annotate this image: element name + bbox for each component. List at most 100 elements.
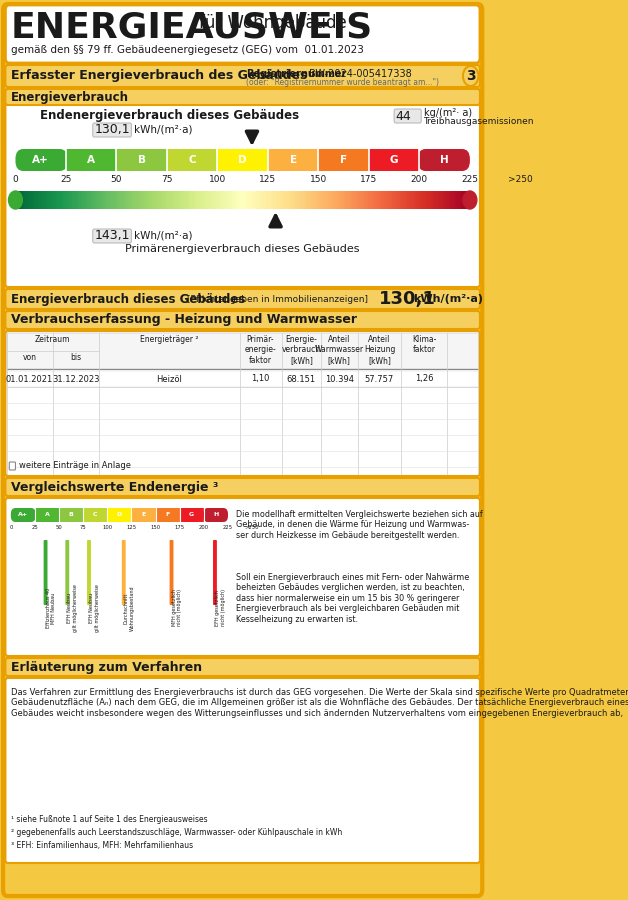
FancyBboxPatch shape: [59, 508, 84, 522]
Text: H: H: [440, 155, 449, 165]
FancyBboxPatch shape: [318, 149, 369, 171]
Text: 143,1: 143,1: [94, 230, 130, 242]
FancyBboxPatch shape: [418, 149, 470, 171]
Text: ² gegebenenfalls auch Leerstandszuschläge, Warmwasser- oder Kühlpauschale in kWh: ² gegebenenfalls auch Leerstandszuschläg…: [11, 828, 342, 837]
Text: Effizienzhaus 40
MFH Neubau: Effizienzhaus 40 MFH Neubau: [46, 588, 57, 628]
Text: 50: 50: [111, 175, 122, 184]
Text: Vergleichswerte Endenergie ³: Vergleichswerte Endenergie ³: [11, 481, 218, 493]
Circle shape: [463, 191, 477, 209]
Text: 50: 50: [56, 525, 62, 530]
Text: 0: 0: [13, 175, 18, 184]
FancyBboxPatch shape: [156, 508, 180, 522]
Text: Anteil
Heizung
[kWh]: Anteil Heizung [kWh]: [364, 335, 395, 365]
Text: 57.757: 57.757: [365, 374, 394, 383]
Text: Erläuterung zum Verfahren: Erläuterung zum Verfahren: [11, 661, 202, 673]
Text: >250: >250: [508, 175, 533, 184]
FancyBboxPatch shape: [65, 540, 69, 605]
Text: Durchschnitt
Wohnungsbestand: Durchschnitt Wohnungsbestand: [124, 585, 134, 631]
FancyBboxPatch shape: [16, 149, 67, 171]
Text: ³ EFH: Einfamilienhaus, MFH: Mehrfamilienhaus: ³ EFH: Einfamilienhaus, MFH: Mehrfamilie…: [11, 841, 193, 850]
FancyBboxPatch shape: [268, 149, 318, 171]
Text: 0: 0: [9, 525, 13, 530]
FancyBboxPatch shape: [9, 462, 16, 470]
Text: 150: 150: [151, 525, 161, 530]
Text: Klima-
faktor: Klima- faktor: [412, 335, 436, 355]
Text: 125: 125: [259, 175, 276, 184]
Text: Soll ein Energieverbrauch eines mit Fern- oder Nahwärme
beheizten Gebäudes vergl: Soll ein Energieverbrauch eines mit Fern…: [236, 573, 469, 624]
Text: kWh/(m²·a): kWh/(m²·a): [134, 125, 193, 135]
Text: bis: bis: [70, 353, 81, 362]
Text: A: A: [87, 155, 95, 165]
Text: 100: 100: [102, 525, 112, 530]
Text: gemäß den §§ 79 ff. Gebäudeenergiegesetz (GEG) vom  01.01.2023: gemäß den §§ 79 ff. Gebäudeenergiegesetz…: [11, 45, 364, 55]
FancyBboxPatch shape: [6, 498, 480, 656]
Text: Primär-
energie-
faktor: Primär- energie- faktor: [244, 335, 276, 365]
Text: Registriernummer: Registriernummer: [246, 69, 346, 79]
Text: Anteil
Warmwasser
[kWh]: Anteil Warmwasser [kWh]: [315, 335, 364, 365]
Text: 175: 175: [360, 175, 377, 184]
Text: D: D: [117, 512, 122, 517]
FancyBboxPatch shape: [6, 331, 480, 476]
FancyBboxPatch shape: [6, 311, 480, 329]
Text: Erfasster Energieverbrauch des Gebäudes: Erfasster Energieverbrauch des Gebäudes: [11, 69, 307, 83]
Text: Das Verfahren zur Ermittlung des Energieverbrauchs ist durch das GEG vorgesehen.: Das Verfahren zur Ermittlung des Energie…: [11, 688, 628, 718]
FancyBboxPatch shape: [6, 89, 480, 105]
FancyBboxPatch shape: [369, 149, 420, 171]
Text: [Pflichtangaben in Immobilienanzeigen]: [Pflichtangaben in Immobilienanzeigen]: [187, 294, 368, 303]
Text: 68.151: 68.151: [287, 374, 316, 383]
Text: 75: 75: [80, 525, 87, 530]
FancyBboxPatch shape: [167, 149, 217, 171]
FancyBboxPatch shape: [217, 149, 268, 171]
Text: Die modellhaft ermittelten Vergleichswerte beziehen sich auf
Gebäude, in denen d: Die modellhaft ermittelten Vergleichswer…: [236, 510, 482, 540]
Text: kWh/(m²·a): kWh/(m²·a): [413, 294, 484, 304]
FancyBboxPatch shape: [93, 123, 131, 137]
FancyBboxPatch shape: [394, 109, 421, 123]
Text: D: D: [239, 155, 247, 165]
Text: 225: 225: [223, 525, 233, 530]
Text: Energieträger ²: Energieträger ²: [140, 335, 198, 344]
Text: EFH Neubau
gilt möglicherweise: EFH Neubau gilt möglicherweise: [89, 584, 100, 632]
Text: 225: 225: [462, 175, 479, 184]
Text: F: F: [166, 512, 170, 517]
Text: Treibhausgasemissionen: Treibhausgasemissionen: [423, 118, 534, 127]
Text: von: von: [23, 353, 36, 362]
Text: Energieverbrauch: Energieverbrauch: [11, 91, 129, 104]
Text: Zeitraum: Zeitraum: [35, 335, 70, 344]
FancyBboxPatch shape: [7, 333, 479, 369]
Text: A+: A+: [18, 512, 28, 517]
FancyBboxPatch shape: [35, 508, 59, 522]
Text: G: G: [189, 512, 194, 517]
FancyBboxPatch shape: [66, 149, 116, 171]
Text: 200: 200: [199, 525, 209, 530]
Circle shape: [9, 191, 23, 209]
Text: 1,10: 1,10: [251, 374, 269, 383]
FancyBboxPatch shape: [131, 508, 156, 522]
Text: (oder: "Registriernummer wurde beantragt am..."): (oder: "Registriernummer wurde beantragt…: [246, 78, 439, 87]
FancyBboxPatch shape: [213, 540, 217, 605]
Text: 100: 100: [208, 175, 226, 184]
FancyBboxPatch shape: [43, 540, 48, 605]
Text: A: A: [45, 512, 50, 517]
Text: kg/(m²· a): kg/(m²· a): [423, 108, 472, 118]
Text: Endenergieverbrauch dieses Gebäudes: Endenergieverbrauch dieses Gebäudes: [40, 109, 300, 122]
Text: BW-2024-005417338: BW-2024-005417338: [309, 69, 412, 79]
Text: Primärenergieverbrauch dieses Gebäudes: Primärenergieverbrauch dieses Gebäudes: [126, 244, 360, 254]
Text: MFH gesetzlich
nicht (möglich): MFH gesetzlich nicht (möglich): [171, 590, 182, 626]
FancyBboxPatch shape: [84, 508, 107, 522]
FancyBboxPatch shape: [6, 65, 480, 87]
Text: E: E: [141, 512, 146, 517]
FancyBboxPatch shape: [7, 371, 479, 387]
Text: 175: 175: [175, 525, 185, 530]
FancyBboxPatch shape: [122, 540, 126, 605]
FancyBboxPatch shape: [203, 508, 228, 522]
Text: weitere Einträge in Anlage: weitere Einträge in Anlage: [19, 462, 131, 471]
Text: ¹ siehe Fußnote 1 auf Seite 1 des Energieausweises: ¹ siehe Fußnote 1 auf Seite 1 des Energi…: [11, 815, 207, 824]
Text: EFH Neubau
gilt möglicherweise: EFH Neubau gilt möglicherweise: [67, 584, 78, 632]
Text: H: H: [214, 512, 219, 517]
Text: Verbrauchserfassung - Heizung und Warmwasser: Verbrauchserfassung - Heizung und Warmwa…: [11, 313, 357, 327]
Text: Heizöl: Heizöl: [156, 374, 182, 383]
Text: 130,1: 130,1: [94, 123, 130, 137]
Text: 10.394: 10.394: [325, 374, 354, 383]
FancyBboxPatch shape: [93, 229, 131, 243]
FancyBboxPatch shape: [180, 508, 204, 522]
